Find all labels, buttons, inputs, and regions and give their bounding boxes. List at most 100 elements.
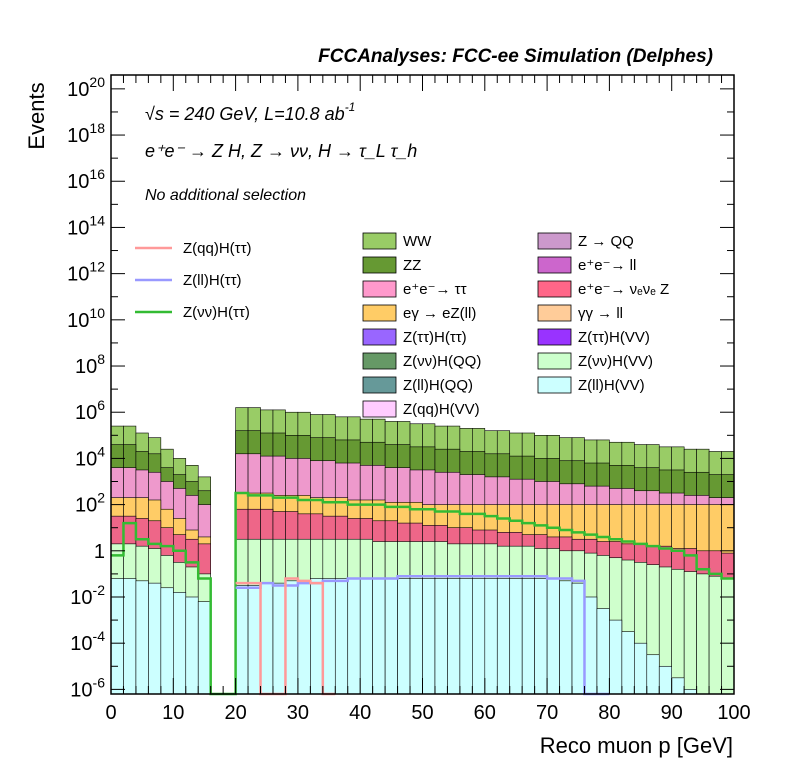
legend-signals: Z(qq)H(ττ) Z(ll)H(ττ) Z(νν)H(ττ) bbox=[135, 240, 252, 321]
bar bbox=[397, 578, 411, 695]
bar bbox=[596, 608, 610, 695]
legend-label: WW bbox=[403, 233, 432, 250]
y-tick-exp: 8 bbox=[97, 351, 105, 367]
y-tick-exp: 12 bbox=[89, 259, 105, 275]
bar bbox=[509, 578, 523, 695]
energy-label: √s = 240 GeV, L=10.8 ab-1 bbox=[145, 100, 355, 124]
legend-box-swatch bbox=[537, 256, 572, 274]
y-tick-label: 10-4 bbox=[70, 628, 105, 655]
y-tick-exp: 4 bbox=[97, 443, 105, 459]
bar bbox=[584, 596, 598, 695]
y-tick-base: 10 bbox=[75, 495, 97, 517]
signal-lines bbox=[111, 491, 734, 696]
y-tick-base: 10 bbox=[70, 633, 92, 655]
selection-label: No additional selection bbox=[145, 187, 306, 204]
legend-label: Z(qq)H(VV) bbox=[403, 401, 480, 418]
legend-box-swatch bbox=[362, 400, 397, 418]
legend-backgrounds: WW Z → QQ ZZ e⁺e⁻→ ll e⁺e⁻→ ττ e⁺e⁻→ νₑνₑ Z eγ… bbox=[362, 232, 669, 418]
y-tick-exp: 14 bbox=[89, 212, 105, 228]
x-tick-label: 0 bbox=[105, 702, 116, 724]
bar bbox=[696, 573, 710, 695]
y-tick-label: 1 bbox=[94, 541, 105, 563]
bar bbox=[708, 575, 722, 695]
legend-label: Z(qq)H(ττ) bbox=[183, 240, 252, 257]
bar bbox=[422, 578, 436, 695]
bar bbox=[372, 578, 386, 695]
x-axis-ticks: 0 10 20 30 40 50 60 70 80 90 100 bbox=[105, 75, 751, 724]
legend-box-swatch bbox=[362, 256, 397, 274]
bar bbox=[123, 578, 137, 695]
legend-label: eγ → eZ(ll) bbox=[403, 305, 476, 322]
y-tick-label: 1014 bbox=[67, 212, 105, 239]
energy-text: √s = 240 GeV, L=10.8 ab bbox=[145, 104, 345, 124]
y-tick-exp: 10 bbox=[89, 305, 105, 321]
bar bbox=[310, 578, 324, 695]
bar bbox=[683, 571, 697, 695]
y-axis-label: Events bbox=[24, 82, 49, 149]
y-tick-base: 10 bbox=[67, 264, 89, 286]
bar bbox=[459, 578, 473, 695]
signal-line-1 bbox=[235, 574, 610, 696]
bar bbox=[160, 587, 174, 695]
y-tick-base: 10 bbox=[67, 125, 89, 147]
legend-label: γγ → ll bbox=[578, 305, 623, 322]
bar bbox=[721, 578, 735, 695]
bar bbox=[621, 631, 635, 695]
bar bbox=[671, 677, 685, 695]
y-tick-base: 10 bbox=[67, 310, 89, 332]
x-tick-label: 70 bbox=[536, 702, 558, 724]
legend-label: Z(νν)H(ττ) bbox=[183, 304, 250, 321]
x-axis-label: Reco muon p [GeV] bbox=[540, 733, 733, 758]
bar bbox=[534, 578, 548, 695]
legend-label: e⁺e⁻→ νₑνₑ Z bbox=[578, 281, 669, 298]
bar bbox=[185, 596, 199, 695]
bar bbox=[634, 642, 648, 695]
signal-line-2 bbox=[235, 577, 336, 696]
bar bbox=[297, 580, 311, 695]
y-tick-label: 1012 bbox=[67, 259, 105, 286]
legend-box-swatch bbox=[362, 376, 397, 394]
y-tick-label: 104 bbox=[75, 443, 105, 470]
x-tick-label: 90 bbox=[661, 702, 683, 724]
legend-label: Z(νν)H(VV) bbox=[578, 353, 653, 370]
y-tick-base: 10 bbox=[75, 402, 97, 424]
bar bbox=[521, 578, 535, 695]
bar bbox=[347, 578, 361, 695]
legend-label: Z(ττ)H(VV) bbox=[578, 329, 650, 346]
legend-box-swatch bbox=[362, 304, 397, 322]
x-tick-label: 20 bbox=[224, 702, 246, 724]
bar bbox=[285, 580, 299, 695]
y-tick-base: 10 bbox=[75, 356, 97, 378]
y-tick-base: 10 bbox=[67, 79, 89, 101]
signal-line-0 bbox=[111, 491, 734, 696]
y-tick-exp: 18 bbox=[89, 120, 105, 136]
bar bbox=[384, 578, 398, 695]
y-tick-base: 10 bbox=[67, 171, 89, 193]
bar bbox=[359, 578, 373, 695]
bar bbox=[447, 578, 461, 695]
legend-box-swatch bbox=[537, 352, 572, 370]
legend-box-swatch bbox=[537, 376, 572, 394]
bar bbox=[148, 582, 162, 695]
bar bbox=[235, 585, 249, 695]
legend-box-swatch bbox=[362, 328, 397, 346]
bar bbox=[496, 578, 511, 695]
y-tick-label: 10-6 bbox=[70, 674, 105, 701]
energy-sup: -1 bbox=[345, 100, 356, 114]
y-tick-label: 1020 bbox=[67, 74, 105, 101]
x-tick-label: 30 bbox=[287, 702, 309, 724]
legend-label: Z(ll)H(QQ) bbox=[403, 377, 473, 394]
y-tick-exp: -2 bbox=[93, 582, 106, 598]
y-tick-exp: -6 bbox=[93, 674, 106, 690]
legend-label: Z(νν)H(QQ) bbox=[403, 353, 481, 370]
bar bbox=[671, 568, 685, 695]
x-tick-label: 40 bbox=[349, 702, 371, 724]
bar bbox=[260, 582, 274, 695]
bar bbox=[434, 578, 448, 695]
legend-label: e⁺e⁻→ ll bbox=[578, 257, 636, 274]
legend-label: Z → QQ bbox=[578, 233, 634, 250]
legend-box-swatch bbox=[537, 280, 572, 298]
bar bbox=[609, 619, 623, 695]
y-tick-exp: 6 bbox=[97, 397, 105, 413]
